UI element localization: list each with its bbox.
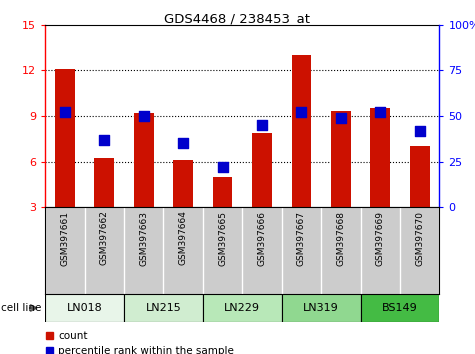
Point [416,128,424,133]
Text: LN018: LN018 [66,303,103,313]
Bar [252,133,272,207]
FancyBboxPatch shape [45,294,124,322]
Point [297,109,305,115]
Text: LN215: LN215 [145,303,181,313]
Text: GSM397666: GSM397666 [257,211,266,266]
Bar [213,177,232,207]
Text: GSM397669: GSM397669 [376,211,385,266]
Text: GSM397665: GSM397665 [218,211,227,266]
Bar [134,113,153,207]
FancyBboxPatch shape [282,294,361,322]
Text: GSM397662: GSM397662 [100,211,109,266]
FancyBboxPatch shape [124,294,203,322]
Point [101,137,108,142]
Text: GSM397668: GSM397668 [336,211,345,266]
FancyBboxPatch shape [203,294,282,322]
Text: BS149: BS149 [382,303,418,313]
Point [180,141,187,146]
Text: GSM397663: GSM397663 [139,211,148,266]
Point [140,113,147,119]
Point [61,109,69,115]
Bar [95,159,114,207]
Text: GDS4468 / 238453_at: GDS4468 / 238453_at [164,12,311,25]
Text: LN229: LN229 [224,303,260,313]
Text: GSM397667: GSM397667 [297,211,306,266]
Bar [173,160,193,207]
Text: GSM397670: GSM397670 [415,211,424,266]
Point [337,115,345,121]
Text: cell line: cell line [1,303,41,313]
Text: LN319: LN319 [303,303,339,313]
Bar [292,55,311,207]
FancyBboxPatch shape [361,294,439,322]
Bar [370,108,390,207]
Text: GSM397664: GSM397664 [179,211,188,266]
Bar [331,112,351,207]
Bar [55,69,75,207]
Legend: count, percentile rank within the sample: count, percentile rank within the sample [46,331,234,354]
Point [258,122,266,128]
Bar [410,146,429,207]
Point [376,109,384,115]
Point [218,164,226,170]
Text: GSM397661: GSM397661 [60,211,69,266]
